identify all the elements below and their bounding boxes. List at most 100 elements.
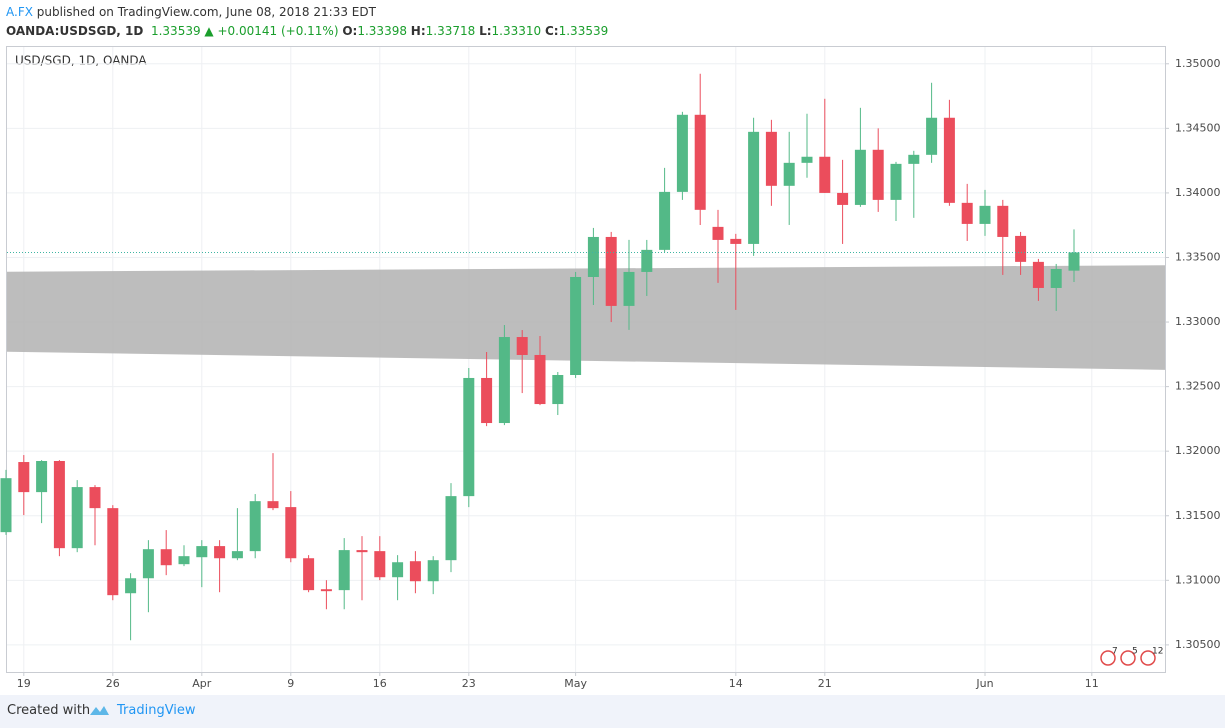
candle-body [427,560,439,582]
symbol: OANDA:USDSGD, 1D [6,24,144,38]
event-icon [1100,650,1116,666]
published: published on TradingView.com, June 08, 2… [36,5,376,19]
candle-body [765,131,777,186]
candle-body [445,496,457,561]
author[interactable]: A.FX [6,5,33,19]
x-tick-label: 23 [462,677,476,690]
candle-body [837,192,849,205]
event-count: 7 [1112,647,1118,657]
ohlc-label: O: [342,24,358,38]
ohlc-label: C: [545,24,559,38]
event-count: 12 [1152,647,1163,657]
ohlc: O:1.33398 H:1.33718 L:1.33310 C:1.33539 [342,24,608,38]
ohlc-label: L: [479,24,492,38]
x-tick-label: 16 [373,677,387,690]
created-with: Created with [7,703,91,718]
x-tick-label: 26 [106,677,120,690]
x-tick-label: Jun [975,677,993,690]
candle-body [392,562,404,578]
candle-body [374,551,386,578]
candle-body [285,507,297,559]
event-icon [1140,650,1156,666]
x-tick-label: 11 [1085,677,1099,690]
candle-body [516,337,528,355]
chart-legend: USD/SGD, 1D, OANDA [15,54,147,68]
x-tick-label: 19 [17,677,31,690]
candle-body [409,561,421,582]
candle-body [943,117,955,203]
candle-body [249,501,261,552]
candle-body [570,276,582,375]
candle-body [0,478,12,533]
up-arrow: ▲ [204,24,214,38]
candle-body [872,149,884,200]
y-tick-label: 1.33500 [1175,250,1221,263]
ohlc-value: 1.33310 [491,24,542,38]
event-count: 5 [1132,647,1138,657]
candle-body [1032,261,1044,288]
candle-body [481,377,493,424]
candle-body [18,462,30,493]
candle-body [71,487,83,549]
candle-body [641,249,653,272]
x-tick-label: May [564,677,587,690]
chart: USD/SGD, 1D, OANDA 1.30500 1.31000 1.31500… [0,46,1221,690]
ohlc-value: 1.33398 [357,24,407,38]
candle-body [979,205,991,224]
y-tick-label: 1.31000 [1175,573,1221,586]
candle-body [890,163,902,200]
candle-body [214,546,226,559]
candle-body [1050,268,1062,288]
candle-body [783,162,795,186]
y-tick-label: 1.31500 [1175,509,1221,522]
candle-body [498,337,510,424]
ohlc-value: 1.33718 [425,24,476,38]
ohlc-label: H: [410,24,426,38]
candle-body [89,487,101,509]
event-icon [1120,650,1136,666]
candle-body [854,149,866,205]
candle-body [356,550,368,553]
candle-body [178,556,190,565]
x-tick-label: 14 [729,677,743,690]
candle-body [712,226,724,240]
candle-body [125,578,137,594]
candle-body [160,549,172,566]
brand[interactable]: TradingView [117,703,196,718]
y-tick-label: 1.35000 [1175,57,1221,70]
y-tick-label: 1.34500 [1175,121,1221,134]
y-tick-label: 1.30500 [1175,638,1221,651]
candle-body [303,558,315,591]
candle-body [623,271,635,306]
candle-body [997,205,1009,237]
x-tick-label: 21 [818,677,832,690]
candle-body [587,236,599,277]
candle-body [196,546,208,558]
candle-body [36,460,48,493]
candle-body [267,501,279,509]
candle-body [730,238,742,244]
header: A.FX published on TradingView.com, June … [6,3,608,41]
candle-body [534,354,546,405]
quote-line: OANDA:USDSGD, 1D 1.33539 ▲ +0.00141 (+0.… [6,22,608,41]
change: +0.00141 (+0.11%) [217,24,339,38]
candle-body [659,191,671,250]
candle-body [107,508,119,596]
candle-body [231,551,243,559]
candle-body [338,550,350,591]
y-tick-label: 1.32500 [1175,380,1221,393]
candle-body [748,131,760,244]
candle-body [676,114,688,192]
band [7,265,1165,370]
x-tick-label: 9 [287,677,294,690]
candle-body [801,156,813,163]
y-tick-label: 1.34000 [1175,186,1221,199]
ohlc-value: 1.33539 [558,24,609,38]
candle-body [926,117,938,155]
y-tick-label: 1.33000 [1175,315,1221,328]
candle-body [1068,252,1080,271]
logo [90,706,109,715]
y-tick-label: 1.32000 [1175,444,1221,457]
candle-body [320,589,332,592]
